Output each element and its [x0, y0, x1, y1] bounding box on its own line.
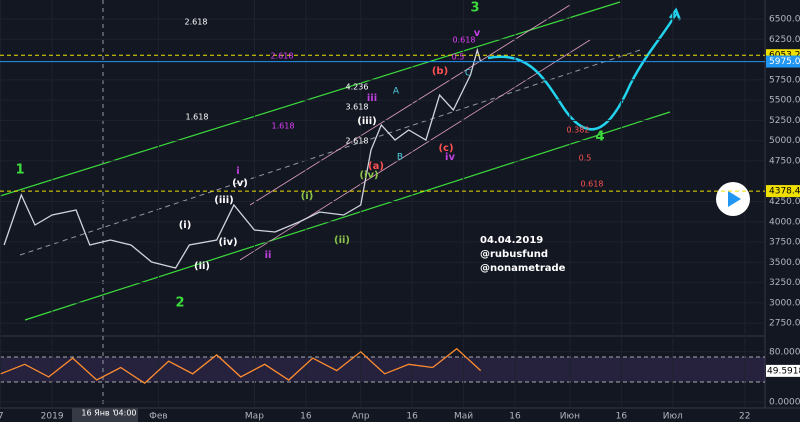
annotation: 1.618 [272, 122, 295, 131]
y-tick-label: 4000.0 [769, 217, 800, 227]
annotation: (ii) [334, 235, 350, 246]
x-tick-label: 7 [0, 412, 4, 422]
annotation: (iii) [357, 116, 376, 127]
annotation: @rubusfund [480, 249, 548, 260]
y-tick-label: 4250.0 [769, 197, 800, 207]
annotation: 2.618 [185, 18, 208, 27]
x-tick-label: 16 [300, 412, 312, 422]
y-tick-label: 6500.0 [769, 14, 800, 24]
x-tick-label: Фев [149, 412, 168, 422]
y-tick-label: 5750.0 [769, 75, 800, 85]
annotation: ii [265, 250, 272, 261]
annotation: 04.04.2019 [480, 235, 543, 246]
y-tick-label: 4750.0 [769, 156, 800, 166]
oscillator-line [0, 347, 482, 385]
annotation: i [236, 166, 239, 177]
trend-line [249, 4, 571, 206]
annotation: 04:00 [113, 409, 136, 418]
price-box-label: 4378.4 [769, 187, 800, 197]
annotation: (c) [438, 143, 453, 154]
x-tick-label: 22 [739, 412, 750, 422]
projection-arrow [669, 7, 682, 21]
annotation: B [397, 153, 403, 163]
play-icon [728, 191, 741, 207]
y-tick-label: 0.0000 [769, 397, 800, 407]
annotation: (a) [368, 161, 384, 172]
y-tick-label: 5500.0 [769, 96, 800, 106]
annotation: (iv) [218, 237, 237, 248]
annotation: (i) [301, 191, 314, 202]
annotation: (iii) [214, 195, 233, 206]
annotation: 4.236 [346, 83, 369, 92]
annotation: 2.618 [346, 137, 369, 146]
annotation: (i) [179, 220, 192, 231]
annotation: (iv) [359, 170, 378, 181]
x-tick-label: 16 [509, 412, 521, 422]
annotation: (ii) [194, 261, 210, 272]
annotation: A [393, 87, 400, 97]
annotation: 4 [595, 130, 604, 145]
crosshair-box [114, 408, 138, 422]
y-tick-label: 5000.0 [769, 136, 800, 146]
channel-mid [19, 49, 641, 256]
annotation: 0.5 [452, 53, 465, 62]
annotation: @nonametrade [480, 263, 566, 274]
annotation: (v) [232, 178, 248, 189]
x-tick-label: Мар [245, 412, 264, 422]
y-tick-label: 6250.0 [769, 35, 800, 45]
price-box-label: 5975.0 [769, 57, 800, 67]
x-tick-label: 16 [406, 412, 418, 422]
x-tick-label: Май [454, 412, 473, 422]
x-tick-label: 2019 [41, 412, 64, 422]
annotation: 16 Янв '19 [81, 409, 124, 418]
x-tick-label: Июн [560, 412, 580, 422]
annotation: 1.618 [186, 113, 209, 122]
y-tick-label: 2750.0 [769, 319, 800, 329]
annotation: 3.618 [346, 103, 369, 112]
annotation: v [474, 28, 481, 39]
price-line [3, 47, 482, 269]
annotation: C [465, 69, 471, 79]
y-tick-label: 3250.0 [769, 278, 800, 288]
annotation: 3 [470, 1, 479, 16]
annotation: 0.618 [453, 36, 476, 45]
y-tick-label: 80.0000 [769, 347, 800, 357]
osc-band [0, 357, 765, 382]
annotation: 1 [15, 163, 24, 178]
annotation: (b) [432, 66, 448, 77]
y-tick-label: 5250.0 [769, 116, 800, 126]
annotation: iii [367, 93, 377, 104]
annotation: 0.618 [581, 180, 604, 189]
price-box [766, 185, 800, 198]
channel-line [24, 111, 671, 321]
value-box [766, 364, 800, 377]
value-box-label: 49.5918 [767, 366, 800, 376]
annotation: 0.382 [567, 126, 590, 135]
price-box [766, 55, 800, 68]
annotation: 0.5 [579, 154, 592, 163]
x-tick-label: 16 [616, 412, 628, 422]
annotation: iv [445, 152, 455, 163]
y-tick-label: 3000.0 [769, 298, 800, 308]
x-tick-label: Июл [663, 412, 683, 422]
y-tick-label: 3500.0 [769, 258, 800, 268]
trend-line [239, 39, 591, 261]
annotation: 2.618 [271, 52, 294, 61]
x-tick-label: Апр [352, 412, 370, 422]
projection [487, 13, 678, 131]
crosshair-box [72, 408, 116, 422]
y-tick-label: 3750.0 [769, 238, 800, 248]
annotation: 2 [175, 296, 184, 311]
